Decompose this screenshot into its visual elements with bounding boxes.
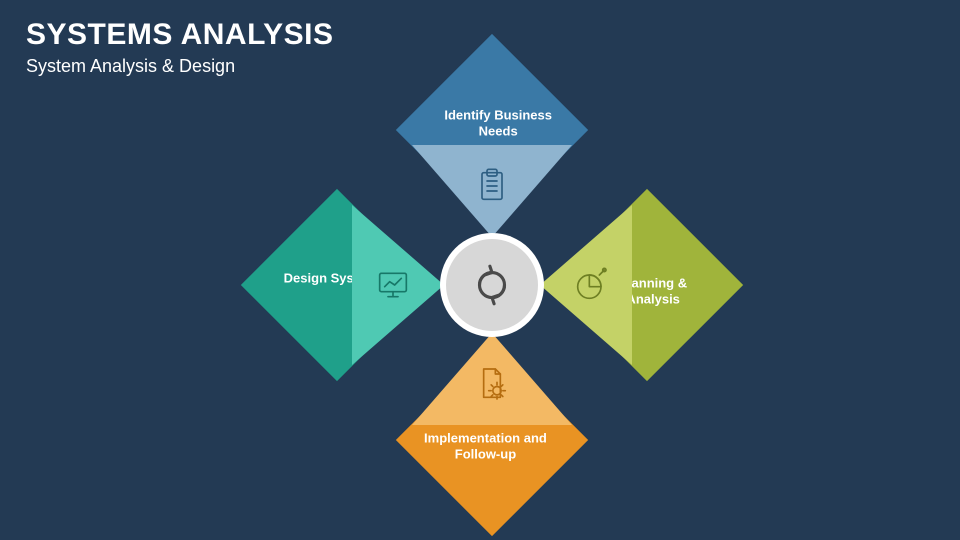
segment-label: Implementation and Follow-up xyxy=(418,430,554,463)
cycle-icon xyxy=(467,260,517,310)
segment-label: Identify Business Needs xyxy=(430,107,566,139)
piechart-icon xyxy=(571,265,611,305)
file-gear-icon xyxy=(472,364,512,404)
monitor-icon xyxy=(373,265,413,305)
slide-stage: SYSTEMS ANALYSIS System Analysis & Desig… xyxy=(0,0,960,540)
process-diagram: Identify Business NeedsPlanning & Analys… xyxy=(0,0,960,540)
hub-circle xyxy=(446,239,538,331)
clipboard-icon xyxy=(472,166,512,206)
